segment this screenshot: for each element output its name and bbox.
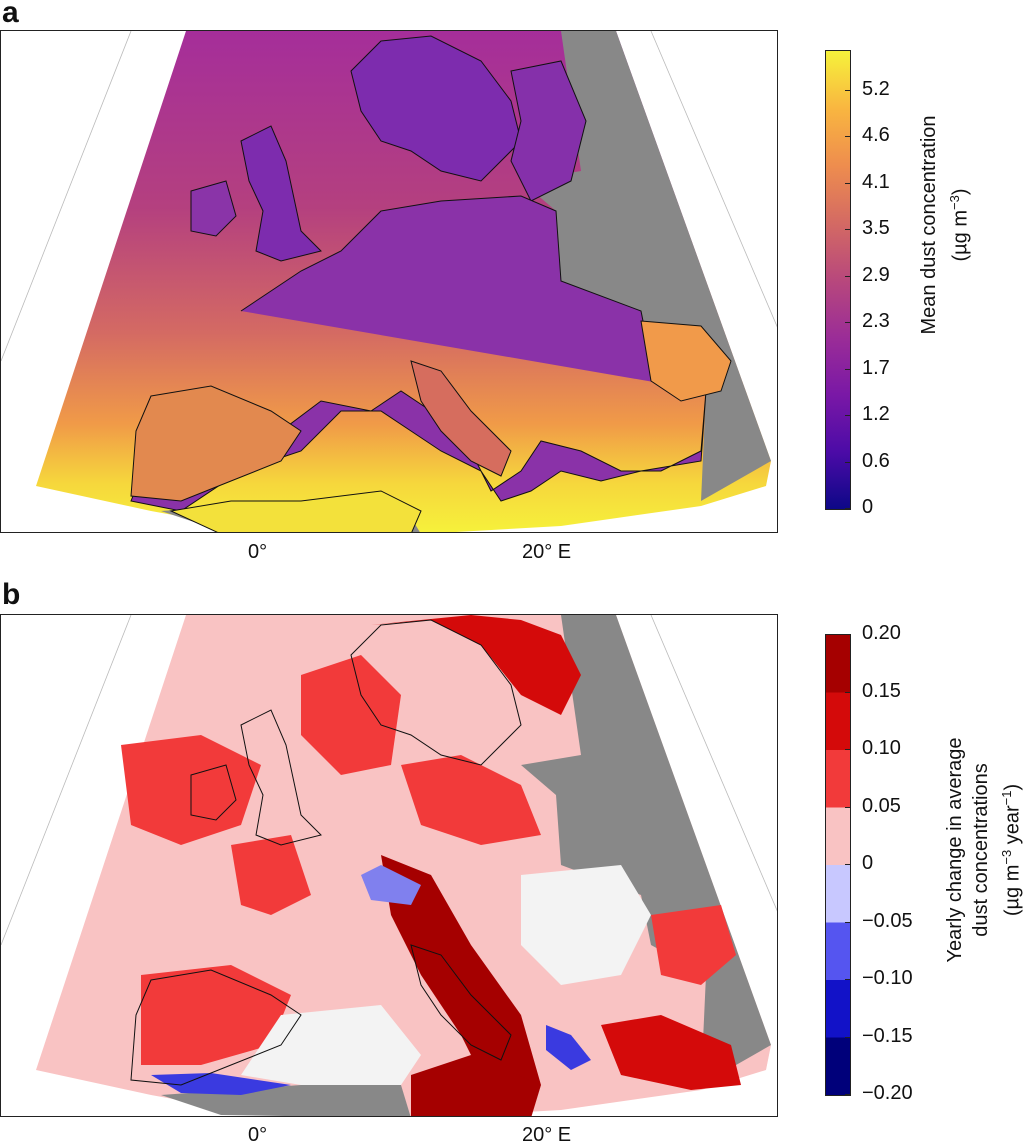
decrease-gibraltar bbox=[151, 1073, 291, 1095]
decrease-greece bbox=[546, 1025, 591, 1070]
panel-a-lon-label-0: 0° bbox=[248, 541, 268, 563]
colorbar-tick-label: −0.05 bbox=[862, 909, 913, 932]
panel-b-map-svg bbox=[1, 615, 777, 1116]
coast-italy-b bbox=[410, 944, 512, 1061]
colorbar-tick-label: 0.20 bbox=[862, 622, 901, 644]
colorbar-tick-label: 0 bbox=[862, 852, 874, 874]
colorbar-tick-mark bbox=[845, 90, 851, 91]
increase-france bbox=[231, 835, 311, 915]
decrease-alps bbox=[361, 865, 421, 905]
land-scandinavia bbox=[350, 35, 522, 182]
colorbar-tick-mark bbox=[845, 182, 851, 184]
panel-b-colorbar-title: Yearly change in average dust concentrat… bbox=[942, 660, 1024, 1040]
colorbar-tick-label: 0 bbox=[862, 496, 874, 518]
colorbar-tick-mark bbox=[845, 368, 851, 370]
panel-a-cbar-units-tail: ) bbox=[949, 188, 972, 196]
colorbar-tick-label: 0.15 bbox=[862, 679, 901, 702]
colorbar-tick-mark bbox=[845, 1094, 851, 1095]
increase-blacksea bbox=[651, 905, 736, 985]
coast-britain-b bbox=[240, 709, 322, 846]
panel-a-lon-label-20e: 20° E bbox=[522, 541, 572, 563]
increase-north-sea bbox=[301, 655, 401, 775]
colorbar-tick-label: 3.5 bbox=[862, 217, 890, 240]
colorbar-tick-label: 4.6 bbox=[862, 124, 890, 147]
panel-a-colorbar bbox=[825, 50, 851, 510]
colorbar-tick-label: 0.6 bbox=[862, 449, 890, 472]
colorbar-tick-mark bbox=[845, 864, 851, 865]
colorbar-tick-mark bbox=[845, 229, 851, 231]
increase-libya bbox=[411, 1055, 541, 1116]
colorbar-tick-label: 0.10 bbox=[862, 737, 901, 759]
colorbar-tick-mark bbox=[845, 415, 851, 417]
panel-b-cbar-units-sup-a: −3 bbox=[999, 849, 1014, 865]
colorbar-tick-label: 1.7 bbox=[862, 356, 890, 379]
panel-a-map bbox=[0, 30, 778, 533]
panel-b-colorbar bbox=[825, 634, 851, 1096]
colorbar-tick-mark bbox=[845, 136, 851, 138]
land-ireland bbox=[190, 180, 237, 237]
colorbar-tick-mark bbox=[845, 749, 851, 750]
panel-a-cbar-units: (µg m bbox=[949, 209, 972, 262]
colorbar-tick-mark bbox=[845, 691, 851, 693]
coast-iberia-b bbox=[130, 969, 302, 1086]
increase-iberia bbox=[141, 965, 291, 1065]
colorbar-tick-label: −0.15 bbox=[862, 1024, 913, 1047]
panel-b-cbar-units-tail: ) bbox=[1001, 783, 1024, 791]
land-britain bbox=[240, 125, 322, 262]
colorbar-tick-label: −0.10 bbox=[862, 967, 913, 989]
colorbar-tick-mark bbox=[845, 634, 851, 635]
panel-a-colorbar-title-line1: Mean dust concentration bbox=[918, 115, 940, 335]
colorbar-tick-label: 1.2 bbox=[862, 403, 890, 426]
colorbar-tick-label: 4.1 bbox=[862, 170, 890, 193]
panel-a-letter: a bbox=[2, 0, 19, 29]
near-zero-med bbox=[241, 1005, 421, 1085]
colorbar-tick-mark bbox=[845, 806, 851, 808]
panel-a-map-svg bbox=[1, 31, 777, 532]
panel-b-map bbox=[0, 614, 778, 1117]
colorbar-tick-mark bbox=[845, 322, 851, 324]
panel-b-cbar-units-b: year bbox=[1001, 805, 1024, 850]
increase-eastmed bbox=[601, 1015, 741, 1090]
panel-b-letter: b bbox=[2, 578, 21, 611]
colorbar-tick-label: 2.3 bbox=[862, 310, 890, 333]
panel-a-colorbar-title: Mean dust concentration (µg m−3) bbox=[916, 35, 974, 415]
colorbar-tick-label: 2.9 bbox=[862, 263, 890, 286]
land-italy bbox=[410, 360, 512, 477]
colorbar-tick-mark bbox=[845, 979, 851, 980]
panel-b-lon-label-20e: 20° E bbox=[522, 1124, 572, 1146]
colorbar-tick-mark bbox=[845, 461, 851, 463]
colorbar-tick-label: 5.2 bbox=[862, 78, 890, 100]
panel-b-colorbar-title-line2: dust concentrations bbox=[970, 763, 992, 937]
increase-scandinavia bbox=[371, 615, 581, 715]
increase-italy bbox=[381, 855, 541, 1095]
panel-b-lon-label-0: 0° bbox=[248, 1124, 268, 1146]
increase-baltic bbox=[401, 755, 541, 845]
colorbar-tick-mark bbox=[845, 275, 851, 277]
panel-b-colorbar-title-line1: Yearly change in average bbox=[944, 737, 966, 963]
land-romania-blacksea bbox=[640, 320, 732, 402]
land-north-africa bbox=[169, 490, 422, 532]
panel-b-colorbar-title-line3: (µg m−3 year−1) bbox=[994, 660, 1024, 1040]
panel-a-colorbar-ticks: 5.2 4.6 4.1 3.5 2.9 2.3 1.7 1.2 0.6 0 bbox=[862, 50, 922, 518]
panel-a-cbar-units-sup: −3 bbox=[947, 195, 962, 210]
colorbar-tick-mark bbox=[845, 921, 851, 923]
land-iberia bbox=[130, 385, 302, 502]
land-finland-baltic bbox=[510, 60, 587, 202]
near-zero-balkans bbox=[521, 865, 651, 985]
colorbar-tick-mark bbox=[845, 508, 851, 509]
coast-scandinavia-b bbox=[350, 619, 522, 766]
panel-a-colorbar-title-line2: (µg m−3) bbox=[942, 35, 974, 415]
colorbar-tick-label: 0.05 bbox=[862, 794, 901, 817]
colorbar-tick-label: −0.20 bbox=[862, 1082, 913, 1104]
colorbar-tick-mark bbox=[845, 1036, 851, 1038]
panel-b-colorbar-ticks: 0.20 0.15 0.10 0.05 0 −0.05 −0.10 −0.15 −0.20 bbox=[862, 622, 932, 1104]
panel-b-cbar-units-a: (µg m bbox=[1001, 864, 1024, 917]
coast-ireland-b bbox=[190, 764, 237, 821]
panel-b-cbar-units-sup-b: −1 bbox=[999, 790, 1014, 806]
